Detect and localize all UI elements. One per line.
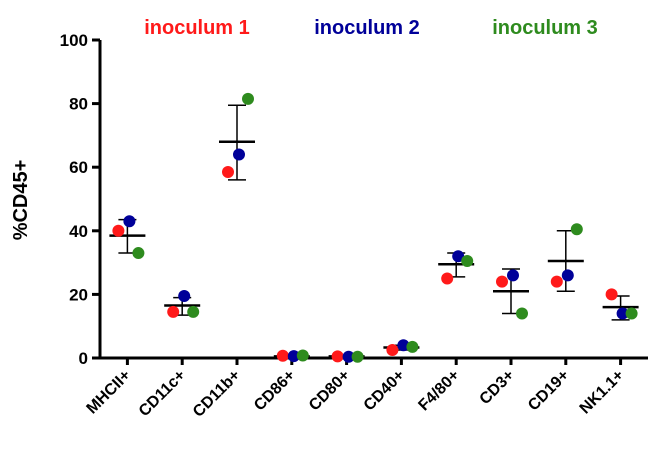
point-inoculum-2-cd40 bbox=[397, 339, 410, 352]
point-inoculum-2-cd86 bbox=[287, 350, 300, 363]
point-inoculum-3-cd11c bbox=[187, 305, 200, 318]
x-label-mhcii: MHCII+ bbox=[84, 367, 135, 418]
x-label-cd40: CD40+ bbox=[361, 367, 409, 415]
point-inoculum-1-cd40 bbox=[386, 344, 399, 357]
data-points bbox=[112, 92, 638, 363]
y-tick-label: 80 bbox=[69, 95, 88, 114]
legend-entry-inoculum-1: inoculum 1 bbox=[144, 17, 250, 39]
point-inoculum-1-f4-80 bbox=[441, 272, 454, 285]
point-inoculum-1-cd11c bbox=[167, 305, 180, 318]
x-label-nk1-1: NK1.1+ bbox=[577, 367, 628, 418]
point-inoculum-2-cd11b bbox=[233, 148, 245, 161]
x-label-cd11c: CD11c+ bbox=[136, 367, 189, 420]
point-inoculum-2-f4-80 bbox=[452, 250, 465, 263]
point-inoculum-3-cd40 bbox=[406, 340, 419, 353]
point-inoculum-3-cd11b bbox=[242, 92, 254, 105]
axes bbox=[98, 40, 648, 360]
y-tick-label: 100 bbox=[60, 31, 88, 50]
x-label-cd80: CD80+ bbox=[306, 367, 354, 415]
y-tick-label: 20 bbox=[69, 285, 88, 304]
x-label-f4-80: F4/80+ bbox=[415, 367, 463, 415]
x-label-cd3: CD3+ bbox=[477, 367, 518, 408]
point-inoculum-2-cd80 bbox=[342, 350, 355, 363]
point-inoculum-2-cd19 bbox=[561, 269, 574, 282]
point-inoculum-1-cd3 bbox=[496, 275, 508, 288]
point-inoculum-1-cd11b bbox=[222, 165, 234, 178]
chart-legend: inoculum 1 inoculum 2 inoculum 3 bbox=[144, 17, 598, 39]
point-inoculum-2-cd3 bbox=[507, 269, 519, 282]
x-axis-labels: MHCII+ CD11c+ CD11b+ CD86+ CD80+ CD40+ F4/80+ C… bbox=[84, 358, 628, 421]
y-tick-label: 60 bbox=[69, 158, 88, 177]
legend-entry-inoculum-2: inoculum 2 bbox=[314, 17, 420, 39]
y-axis-ticks: 0 20 40 60 80 100 bbox=[60, 31, 100, 368]
point-inoculum-3-cd3 bbox=[516, 307, 528, 320]
point-inoculum-1-cd19 bbox=[550, 275, 563, 288]
point-inoculum-3-cd19 bbox=[570, 223, 583, 236]
x-label-cd19: CD19+ bbox=[525, 367, 573, 415]
legend-entry-inoculum-3: inoculum 3 bbox=[492, 17, 598, 39]
point-inoculum-1-cd80 bbox=[331, 350, 344, 363]
summary-cd11b bbox=[219, 104, 255, 181]
series-inoculum-2 bbox=[123, 148, 629, 363]
point-inoculum-3-cd86 bbox=[296, 349, 309, 362]
point-inoculum-3-mhcii bbox=[132, 247, 145, 260]
y-tick-label: 40 bbox=[69, 222, 88, 241]
point-inoculum-1-cd86 bbox=[276, 349, 289, 362]
point-inoculum-3-nk1-1 bbox=[625, 307, 638, 320]
point-inoculum-2-nk1-1 bbox=[616, 307, 629, 320]
x-label-cd86: CD86+ bbox=[251, 367, 299, 415]
point-inoculum-1-nk1-1 bbox=[605, 288, 618, 301]
point-inoculum-3-f4-80 bbox=[461, 255, 474, 268]
point-inoculum-1-mhcii bbox=[112, 224, 125, 237]
y-axis-title: %CD45+ bbox=[10, 160, 32, 241]
point-inoculum-2-mhcii bbox=[123, 215, 136, 228]
y-tick-label: 0 bbox=[79, 349, 88, 368]
summary-bars bbox=[109, 104, 639, 358]
x-label-cd11b: CD11b+ bbox=[190, 367, 244, 421]
point-inoculum-2-cd11c bbox=[178, 289, 191, 302]
point-inoculum-3-cd80 bbox=[351, 350, 364, 363]
series-inoculum-3 bbox=[132, 92, 638, 363]
series-inoculum-1 bbox=[112, 165, 618, 363]
